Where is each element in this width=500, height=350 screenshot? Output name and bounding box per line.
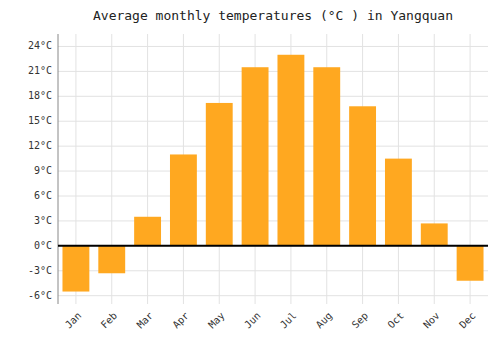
x-tick-label: Jan: [63, 310, 84, 331]
y-tick-label: 24°C: [28, 40, 52, 51]
bar: [98, 246, 125, 273]
y-axis-line: [58, 34, 59, 304]
chart-container: Average monthly temperatures (°C ) in Ya…: [0, 0, 500, 350]
x-tick-label: Feb: [99, 310, 120, 331]
y-tick-label: 12°C: [28, 140, 52, 151]
y-grid-line: [58, 171, 488, 172]
x-tick-label: May: [206, 310, 227, 331]
x-tick-label: Nov: [421, 310, 442, 331]
bar: [421, 223, 448, 245]
y-grid-line: [58, 220, 488, 221]
x-tick-label: Apr: [170, 310, 191, 331]
y-tick-label: 15°C: [28, 115, 52, 126]
y-tick-label: 6°C: [34, 190, 52, 201]
y-tick-label: 9°C: [34, 165, 52, 176]
bar: [313, 67, 340, 246]
bar: [457, 246, 484, 281]
y-grid-line: [58, 96, 488, 97]
bar: [349, 106, 376, 246]
bar: [134, 217, 161, 246]
chart-title: Average monthly temperatures (°C ) in Ya…: [93, 8, 453, 23]
y-axis: -6°C -3°C 0°C 3°C 6°C 9°C 12°C 15°C 18°C 21°C 24°C: [28, 40, 52, 300]
bar: [277, 55, 304, 246]
y-grid-line: [58, 196, 488, 197]
y-tick-label: 18°C: [28, 90, 52, 101]
x-grid-line: [434, 34, 435, 304]
bar: [385, 159, 412, 246]
x-tick-label: Jun: [242, 310, 263, 331]
bar: [206, 103, 233, 246]
y-grid-line: [58, 245, 488, 246]
y-grid-line: [58, 146, 488, 147]
y-tick-label: -3°C: [28, 265, 52, 276]
x-tick-label: Aug: [314, 310, 335, 331]
y-grid-line: [58, 71, 488, 72]
y-tick-label: 3°C: [34, 215, 52, 226]
x-tick-label: Oct: [385, 310, 406, 331]
x-tick-label: Jul: [278, 310, 299, 331]
x-tick-label: Dec: [457, 310, 478, 331]
bars: [62, 55, 483, 292]
y-grid-line: [58, 46, 488, 47]
x-axis: Jan Feb Mar Apr May Jun Jul Aug Sep Oct Nov Dec: [63, 310, 478, 331]
zero-line: [58, 245, 488, 247]
y-tick-label: 0°C: [34, 240, 52, 251]
chart-svg: Average monthly temperatures (°C ) in Ya…: [0, 0, 500, 350]
bar: [170, 154, 197, 245]
y-tick-label: 21°C: [28, 65, 52, 76]
x-grid-line: [147, 34, 148, 304]
bar: [242, 67, 269, 246]
y-tick-label: -6°C: [28, 290, 52, 301]
x-tick-label: Mar: [135, 310, 156, 331]
bar: [62, 246, 89, 292]
grid: [58, 34, 488, 304]
x-tick-label: Sep: [350, 310, 371, 331]
y-grid-line: [58, 295, 488, 296]
y-grid-line: [58, 121, 488, 122]
